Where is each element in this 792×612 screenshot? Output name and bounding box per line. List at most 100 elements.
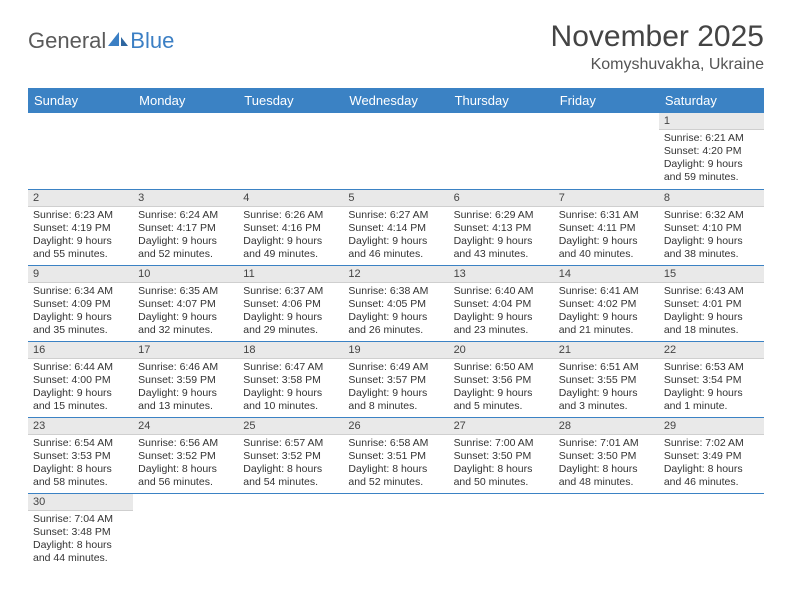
calendar-day-cell: 26 Sunrise: 6:58 AMSunset: 3:51 PMDayligh…: [343, 417, 448, 493]
calendar-day-cell: 8 Sunrise: 6:32 AMSunset: 4:10 PMDaylight…: [659, 189, 764, 265]
day-details: Sunrise: 6:29 AMSunset: 4:13 PMDaylight:…: [449, 207, 554, 265]
calendar-day-cell: 10Sunrise: 6:35 AMSunset: 4:07 PMDayligh…: [133, 265, 238, 341]
sunset-text: Sunset: 3:52 PM: [138, 450, 233, 463]
calendar-day-cell: ..: [343, 493, 448, 569]
calendar-day-cell: 28Sunrise: 7:01 AMSunset: 3:50 PMDayligh…: [554, 417, 659, 493]
sunset-text: Sunset: 4:01 PM: [664, 298, 759, 311]
sunrise-text: Sunrise: 6:58 AM: [348, 437, 443, 450]
sunset-text: Sunset: 3:54 PM: [664, 374, 759, 387]
day-number: 3: [133, 190, 238, 207]
weekday-header-row: Sunday Monday Tuesday Wednesday Thursday…: [28, 88, 764, 113]
sunrise-text: Sunrise: 6:51 AM: [559, 361, 654, 374]
day-number: 25: [238, 418, 343, 435]
sunset-text: Sunset: 3:51 PM: [348, 450, 443, 463]
calendar-day-cell: 4Sunrise: 6:26 AMSunset: 4:16 PMDaylight…: [238, 189, 343, 265]
sunrise-text: Sunrise: 6:31 AM: [559, 209, 654, 222]
sunrise-text: Sunrise: 6:37 AM: [243, 285, 338, 298]
day-number: 13: [449, 266, 554, 283]
day-details: Sunrise: 6:24 AMSunset: 4:17 PMDaylight:…: [133, 207, 238, 265]
weekday-header: Tuesday: [238, 88, 343, 113]
calendar-day-cell: 19Sunrise: 6:49 AMSunset: 3:57 PMDayligh…: [343, 341, 448, 417]
calendar-week-row: 16Sunrise: 6:44 AMSunset: 4:00 PMDayligh…: [28, 341, 764, 417]
day-number: 17: [133, 342, 238, 359]
day-number: 8: [659, 190, 764, 207]
daylight-text: Daylight: 9 hours and 52 minutes.: [138, 235, 233, 261]
calendar-day-cell: 16Sunrise: 6:44 AMSunset: 4:00 PMDayligh…: [28, 341, 133, 417]
sunrise-text: Sunrise: 6:21 AM: [664, 132, 759, 145]
calendar-day-cell: 18Sunrise: 6:47 AMSunset: 3:58 PMDayligh…: [238, 341, 343, 417]
daylight-text: Daylight: 9 hours and 1 minute.: [664, 387, 759, 413]
day-details: Sunrise: 6:46 AMSunset: 3:59 PMDaylight:…: [133, 359, 238, 417]
day-details: Sunrise: 6:34 AMSunset: 4:09 PMDaylight:…: [28, 283, 133, 341]
calendar-day-cell: ..: [28, 113, 133, 189]
day-details: Sunrise: 6:23 AMSunset: 4:19 PMDaylight:…: [28, 207, 133, 265]
day-number: 24: [133, 418, 238, 435]
calendar-day-cell: 13Sunrise: 6:40 AMSunset: 4:04 PMDayligh…: [449, 265, 554, 341]
daylight-text: Daylight: 9 hours and 55 minutes.: [33, 235, 128, 261]
day-number: 14: [554, 266, 659, 283]
day-number: 20: [449, 342, 554, 359]
calendar-day-cell: ..: [554, 493, 659, 569]
calendar-day-cell: 1Sunrise: 6:21 AMSunset: 4:20 PMDaylight…: [659, 113, 764, 189]
calendar-day-cell: ..: [449, 493, 554, 569]
calendar-day-cell: 12Sunrise: 6:38 AMSunset: 4:05 PMDayligh…: [343, 265, 448, 341]
sunrise-text: Sunrise: 6:43 AM: [664, 285, 759, 298]
sunrise-text: Sunrise: 6:46 AM: [138, 361, 233, 374]
day-number: 19: [343, 342, 448, 359]
calendar-week-row: 30Sunrise: 7:04 AMSunset: 3:48 PMDayligh…: [28, 493, 764, 569]
calendar-week-row: 9Sunrise: 6:34 AMSunset: 4:09 PMDaylight…: [28, 265, 764, 341]
calendar-day-cell: 29Sunrise: 7:02 AMSunset: 3:49 PMDayligh…: [659, 417, 764, 493]
day-details: Sunrise: 6:54 AMSunset: 3:53 PMDaylight:…: [28, 435, 133, 493]
daylight-text: Daylight: 8 hours and 46 minutes.: [664, 463, 759, 489]
calendar-day-cell: ..: [343, 113, 448, 189]
day-number: 22: [659, 342, 764, 359]
sunrise-text: Sunrise: 6:44 AM: [33, 361, 128, 374]
sunset-text: Sunset: 3:56 PM: [454, 374, 549, 387]
sunrise-text: Sunrise: 6:41 AM: [559, 285, 654, 298]
calendar-day-cell: 22Sunrise: 6:53 AMSunset: 3:54 PMDayligh…: [659, 341, 764, 417]
sunset-text: Sunset: 4:10 PM: [664, 222, 759, 235]
sunset-text: Sunset: 3:52 PM: [243, 450, 338, 463]
daylight-text: Daylight: 9 hours and 35 minutes.: [33, 311, 128, 337]
day-details: Sunrise: 6:27 AMSunset: 4:14 PMDaylight:…: [343, 207, 448, 265]
daylight-text: Daylight: 8 hours and 52 minutes.: [348, 463, 443, 489]
day-details: Sunrise: 6:57 AMSunset: 3:52 PMDaylight:…: [238, 435, 343, 493]
day-number: 18: [238, 342, 343, 359]
day-number: 26: [343, 418, 448, 435]
daylight-text: Daylight: 8 hours and 56 minutes.: [138, 463, 233, 489]
calendar-day-cell: 5Sunrise: 6:27 AMSunset: 4:14 PMDaylight…: [343, 189, 448, 265]
daylight-text: Daylight: 9 hours and 43 minutes.: [454, 235, 549, 261]
sunrise-text: Sunrise: 6:57 AM: [243, 437, 338, 450]
day-number: 7: [554, 190, 659, 207]
page-header: General Blue November 2025 Komyshuvakha,…: [28, 20, 764, 74]
day-details: Sunrise: 6:40 AMSunset: 4:04 PMDaylight:…: [449, 283, 554, 341]
logo-text-2: Blue: [130, 28, 174, 54]
sunset-text: Sunset: 3:53 PM: [33, 450, 128, 463]
sunset-text: Sunset: 4:05 PM: [348, 298, 443, 311]
sunrise-text: Sunrise: 6:27 AM: [348, 209, 443, 222]
sunrise-text: Sunrise: 6:47 AM: [243, 361, 338, 374]
sunset-text: Sunset: 3:55 PM: [559, 374, 654, 387]
sunset-text: Sunset: 4:11 PM: [559, 222, 654, 235]
sunrise-text: Sunrise: 6:32 AM: [664, 209, 759, 222]
daylight-text: Daylight: 9 hours and 5 minutes.: [454, 387, 549, 413]
sunset-text: Sunset: 3:58 PM: [243, 374, 338, 387]
day-number: 29: [659, 418, 764, 435]
calendar-week-row: 23Sunrise: 6:54 AMSunset: 3:53 PMDayligh…: [28, 417, 764, 493]
calendar-day-cell: ..: [238, 493, 343, 569]
calendar-day-cell: ..: [554, 113, 659, 189]
calendar-table: Sunday Monday Tuesday Wednesday Thursday…: [28, 88, 764, 569]
sunrise-text: Sunrise: 7:01 AM: [559, 437, 654, 450]
calendar-day-cell: 6Sunrise: 6:29 AMSunset: 4:13 PMDaylight…: [449, 189, 554, 265]
calendar-day-cell: 20Sunrise: 6:50 AMSunset: 3:56 PMDayligh…: [449, 341, 554, 417]
sunrise-text: Sunrise: 6:34 AM: [33, 285, 128, 298]
day-number: 15: [659, 266, 764, 283]
sunrise-text: Sunrise: 7:04 AM: [33, 513, 128, 526]
daylight-text: Daylight: 9 hours and 38 minutes.: [664, 235, 759, 261]
sunset-text: Sunset: 3:48 PM: [33, 526, 128, 539]
daylight-text: Daylight: 8 hours and 48 minutes.: [559, 463, 654, 489]
weekday-header: Saturday: [659, 88, 764, 113]
sunrise-text: Sunrise: 6:35 AM: [138, 285, 233, 298]
day-details: Sunrise: 7:02 AMSunset: 3:49 PMDaylight:…: [659, 435, 764, 493]
calendar-day-cell: 25Sunrise: 6:57 AMSunset: 3:52 PMDayligh…: [238, 417, 343, 493]
